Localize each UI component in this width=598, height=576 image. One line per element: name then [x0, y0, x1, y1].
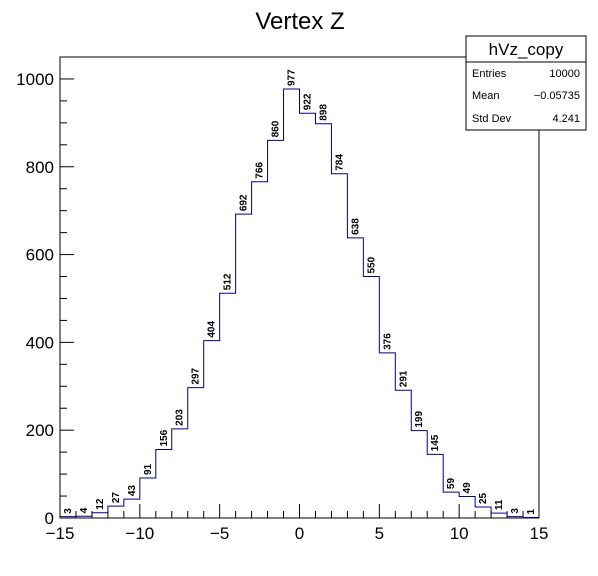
axes: −15 −10 −5 0 5 10 15 0 200 400 600 800 1000: [16, 56, 549, 543]
bin-value-label: 156: [159, 429, 170, 446]
x-tick-label: 15: [530, 524, 549, 543]
bin-value-label: 1: [526, 509, 537, 515]
bin-value-label: 297: [191, 367, 202, 384]
bin-value-label: 638: [350, 218, 361, 235]
stats-entries-key: Entries: [472, 68, 507, 80]
bin-value-label: 898: [318, 104, 329, 121]
y-tick-label: 1000: [16, 70, 54, 89]
y-tick-label: 400: [26, 333, 54, 352]
x-tick-label: −10: [125, 524, 154, 543]
bin-value-label: 922: [302, 93, 313, 110]
bin-value-label: 203: [175, 409, 186, 426]
chart-title: Vertex Z: [255, 8, 344, 35]
stats-mean-value: −0.05735: [534, 90, 580, 102]
bin-value-label: 550: [366, 256, 377, 273]
bin-value-label: 4: [79, 507, 90, 513]
stats-mean-key: Mean: [472, 90, 500, 102]
bin-value-label: 59: [446, 478, 457, 490]
y-tick-label: 200: [26, 421, 54, 440]
bin-value-label: 43: [127, 485, 138, 497]
stats-stddev-value: 4.241: [552, 113, 580, 125]
bin-value-labels: 3 412274391156203297404512692766860977922…: [63, 69, 537, 515]
y-tick-label: 0: [45, 509, 54, 528]
bin-value-label: 977: [287, 69, 298, 86]
x-tick-label: 5: [375, 524, 384, 543]
bin-value-label: 199: [414, 411, 425, 428]
bin-value-label: 692: [239, 194, 250, 211]
bin-value-label: 766: [255, 162, 266, 179]
bin-value-label: 784: [334, 154, 345, 171]
bin-value-label: 145: [430, 434, 441, 451]
bin-value-label: 3: [510, 508, 521, 514]
stats-box-title: hVz_copy: [489, 40, 564, 59]
bin-value-label: 91: [143, 463, 154, 475]
bin-value-label: 12: [95, 498, 106, 510]
x-tick-label: −15: [46, 524, 75, 543]
y-tick-label: 800: [26, 158, 54, 177]
bin-value-label: 11: [494, 499, 505, 510]
y-tick-label: 600: [26, 246, 54, 265]
stats-box-frame: [465, 35, 587, 131]
stats-box: hVz_copy Entries 10000 Mean −0.05735 Std…: [465, 35, 587, 131]
histogram-outline: [59, 88, 540, 519]
bin-value-label: 404: [207, 321, 218, 338]
bin-value-label: 860: [271, 120, 282, 137]
x-tick-label: −5: [210, 524, 229, 543]
bin-value-label: 27: [111, 492, 122, 504]
bin-value-label: 3: [63, 508, 74, 514]
x-tick-label: 0: [295, 524, 304, 543]
x-tick-label: 10: [450, 524, 469, 543]
bin-value-label: 376: [382, 333, 393, 350]
bin-value-label: 49: [462, 482, 473, 494]
stats-stddev-key: Std Dev: [472, 113, 512, 125]
stats-entries-value: 10000: [549, 68, 580, 80]
bin-value-label: 291: [398, 370, 409, 387]
bin-value-label: 512: [223, 273, 234, 290]
bin-value-label: 25: [478, 492, 489, 504]
